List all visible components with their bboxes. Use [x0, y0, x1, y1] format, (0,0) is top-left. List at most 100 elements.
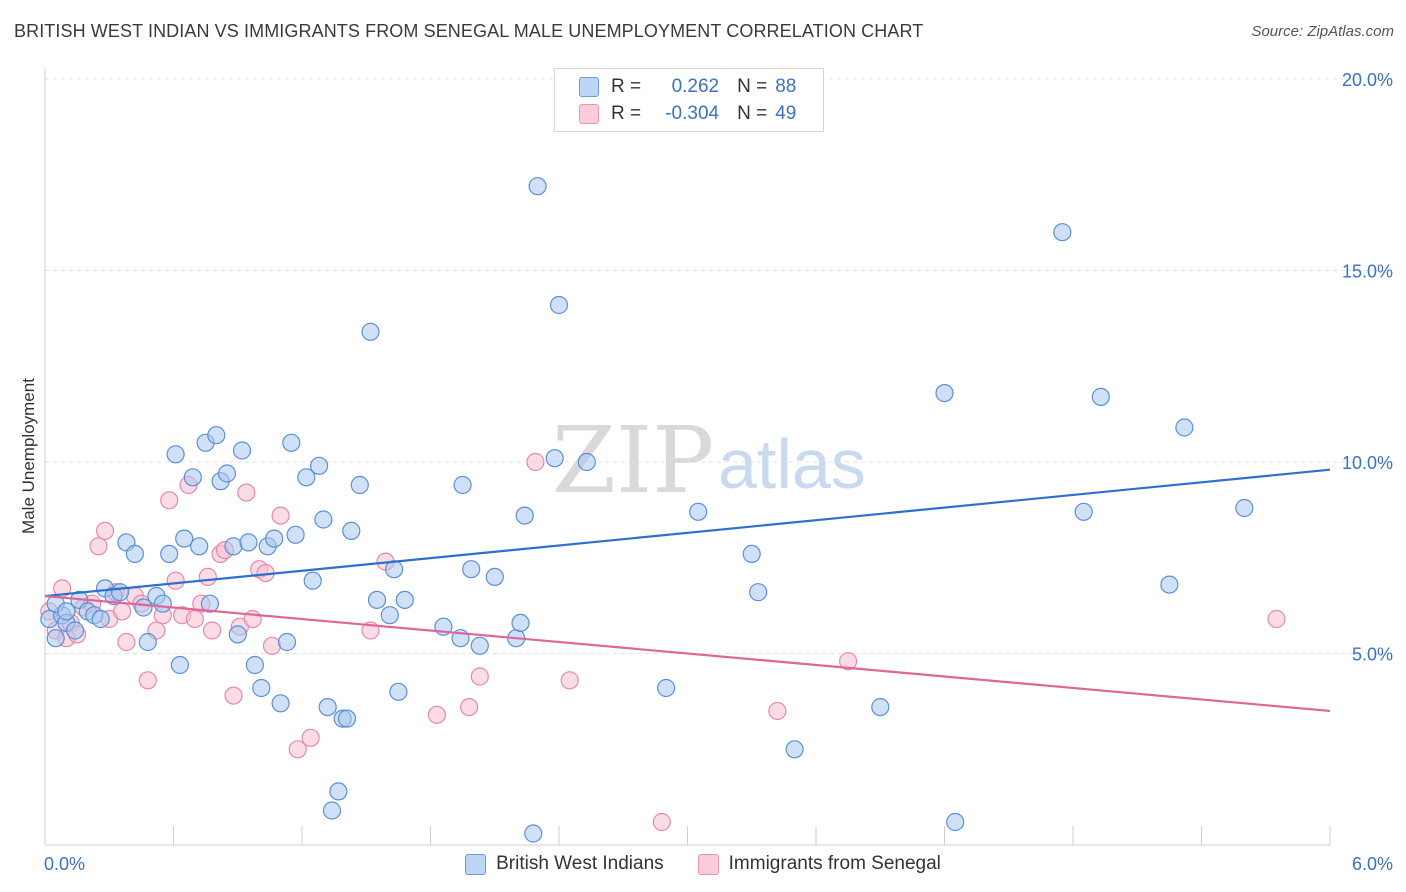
bwi-point: [160, 544, 179, 564]
bwi-point: [389, 682, 408, 701]
legend-item-senegal[interactable]: Immigrants from Senegal: [697, 853, 941, 875]
bwi-point: [749, 583, 768, 602]
bwi-point: [361, 322, 380, 341]
series-legend: British West Indians Immigrants from Sen…: [0, 851, 1406, 877]
bwi-point: [1175, 418, 1194, 437]
bwi-point: [153, 594, 172, 613]
senegal-point: [89, 537, 108, 556]
senegal-point: [95, 521, 115, 541]
y-tick-label: 15.0%: [1342, 262, 1393, 282]
legend-swatch-pink: [579, 104, 599, 124]
bwi-point: [462, 560, 481, 579]
bwi-point: [252, 678, 271, 698]
bwi-point: [217, 464, 237, 483]
bwi-point: [175, 529, 194, 548]
bwi-point: [380, 606, 399, 625]
bwi-point: [689, 502, 708, 521]
bwi-point: [577, 452, 596, 472]
bwi-point: [337, 709, 357, 728]
bwi-point: [224, 537, 243, 556]
senegal-point: [427, 705, 446, 724]
legend-n-value: 88: [775, 76, 797, 97]
trend-lines: [44, 468, 1331, 713]
senegal-point: [112, 602, 132, 621]
senegal-point: [203, 621, 222, 640]
bwi-point: [310, 456, 329, 475]
senegal-trend-line: [44, 594, 1331, 713]
chart-title: BRITISH WEST INDIAN VS IMMIGRANTS FROM S…: [14, 21, 924, 41]
senegal-point: [117, 632, 136, 652]
legend-row-bwi: R = 0.262 N = 88: [579, 74, 796, 100]
y-tick-label: 10.0%: [1342, 453, 1393, 473]
gridlines: [45, 78, 1392, 654]
senegal-point: [301, 728, 320, 747]
legend-swatch-pink: [697, 853, 719, 875]
legend-r-label: R =: [611, 76, 642, 97]
legend-row-senegal: R = -0.304 N = 49: [579, 101, 796, 127]
senegal-point: [560, 671, 579, 690]
legend-item-bwi[interactable]: British West Indians: [465, 853, 664, 875]
y-axis-title: Male Unemployment: [19, 378, 38, 534]
bwi-point: [65, 621, 85, 640]
senegal-point: [262, 636, 282, 655]
bwi-point: [170, 655, 189, 675]
watermark-zip: ZIP: [552, 407, 714, 514]
legend-item-label: Immigrants from Senegal: [728, 853, 941, 874]
bwi-point: [245, 655, 264, 675]
bwi-point: [367, 590, 387, 610]
bwi-point: [125, 544, 144, 564]
x-tick-label: 6.0%: [1352, 854, 1393, 874]
legend-n-label: N =: [737, 76, 768, 97]
x-tick-label: 0.0%: [44, 854, 85, 874]
senegal-point: [288, 740, 307, 759]
senegal-point: [838, 652, 858, 671]
senegal-point: [470, 667, 489, 686]
bwi-point: [871, 697, 890, 717]
axis-labels: 5.0% 10.0% 15.0% 20.0% 0.0% 6.0% Male Unemploy…: [19, 70, 1393, 874]
series-bwi-points: [40, 177, 1254, 843]
bwi-point: [656, 678, 676, 698]
watermark: ZIP atlas: [552, 407, 866, 514]
bwi-point: [742, 544, 761, 564]
legend-n-value: 49: [775, 103, 797, 124]
bwi-point: [207, 426, 226, 445]
senegal-point: [271, 506, 290, 525]
bwi-point: [91, 609, 110, 629]
bwi-point: [350, 475, 369, 495]
y-tick-label: 5.0%: [1352, 645, 1393, 665]
bwi-point: [470, 636, 489, 655]
bwi-point: [453, 475, 472, 495]
bwi-point: [318, 697, 337, 717]
senegal-point: [237, 483, 256, 502]
chart-source: Source: ZipAtlas.com: [1251, 23, 1394, 40]
bwi-point: [46, 629, 65, 648]
bwi-point: [110, 583, 130, 602]
bwi-point: [232, 441, 252, 460]
bwi-point: [138, 632, 157, 652]
bwi-point: [265, 529, 284, 548]
legend-r-value: 0.262: [671, 76, 720, 97]
bwi-point: [342, 521, 361, 541]
bwi-point: [166, 445, 185, 464]
senegal-point: [224, 686, 243, 705]
bwi-point: [511, 613, 530, 633]
bwi-point: [528, 177, 547, 196]
bwi-point: [1235, 498, 1254, 518]
bwi-point: [545, 449, 564, 468]
bwi-point: [395, 590, 414, 610]
senegal-point: [166, 571, 185, 590]
bwi-point: [282, 433, 301, 452]
senegal-point: [460, 697, 479, 717]
axes: [44, 68, 1331, 846]
bwi-point: [190, 537, 209, 556]
legend-swatch-blue: [579, 77, 599, 97]
bwi-point: [329, 782, 348, 801]
bwi-trend-line: [44, 468, 1331, 598]
bwi-point: [239, 533, 258, 552]
bwi-point: [946, 812, 965, 832]
bwi-point: [314, 510, 333, 529]
bwi-point: [1091, 387, 1110, 406]
bwi-point: [134, 598, 153, 617]
bwi-point: [200, 594, 219, 613]
